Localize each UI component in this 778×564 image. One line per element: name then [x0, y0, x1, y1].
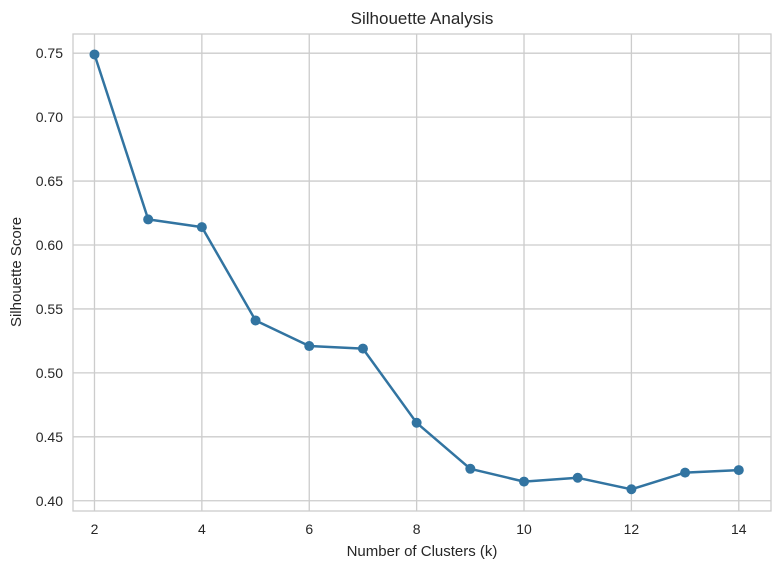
data-point [626, 484, 637, 495]
x-axis-label: Number of Clusters (k) [347, 543, 498, 560]
data-point [304, 341, 315, 352]
x-tick-label: 10 [516, 521, 532, 537]
x-tick-label: 4 [198, 521, 206, 537]
data-point [250, 315, 261, 326]
data-point [519, 476, 530, 487]
data-point [89, 49, 100, 60]
y-tick-label: 0.45 [36, 429, 63, 445]
data-point [572, 472, 583, 483]
x-tick-labels: 2 4 6 8 10 12 14 [91, 521, 747, 537]
y-tick-label: 0.75 [36, 45, 63, 61]
data-point [357, 343, 368, 354]
grid [73, 34, 771, 511]
data-point [143, 214, 154, 225]
data-point [680, 467, 691, 478]
data-point [411, 417, 422, 428]
y-tick-label: 0.70 [36, 109, 63, 125]
data-point [465, 463, 476, 474]
x-tick-label: 12 [624, 521, 640, 537]
chart-title: Silhouette Analysis [351, 9, 494, 28]
x-tick-label: 8 [413, 521, 421, 537]
y-tick-label: 0.60 [36, 237, 63, 253]
x-tick-label: 2 [91, 521, 99, 537]
x-tick-label: 14 [731, 521, 747, 537]
data-point [733, 465, 744, 476]
plot-frame [72, 33, 772, 512]
y-axis-label: Silhouette Score [8, 217, 25, 327]
y-tick-label: 0.50 [36, 365, 63, 381]
y-tick-label: 0.65 [36, 173, 63, 189]
x-tick-label: 6 [305, 521, 313, 537]
y-tick-labels: 0.40 0.45 0.50 0.55 0.60 0.65 0.70 0.75 [36, 45, 63, 509]
y-tick-label: 0.40 [36, 493, 63, 509]
y-tick-label: 0.55 [36, 301, 63, 317]
data-point [196, 222, 207, 233]
series [89, 49, 744, 495]
